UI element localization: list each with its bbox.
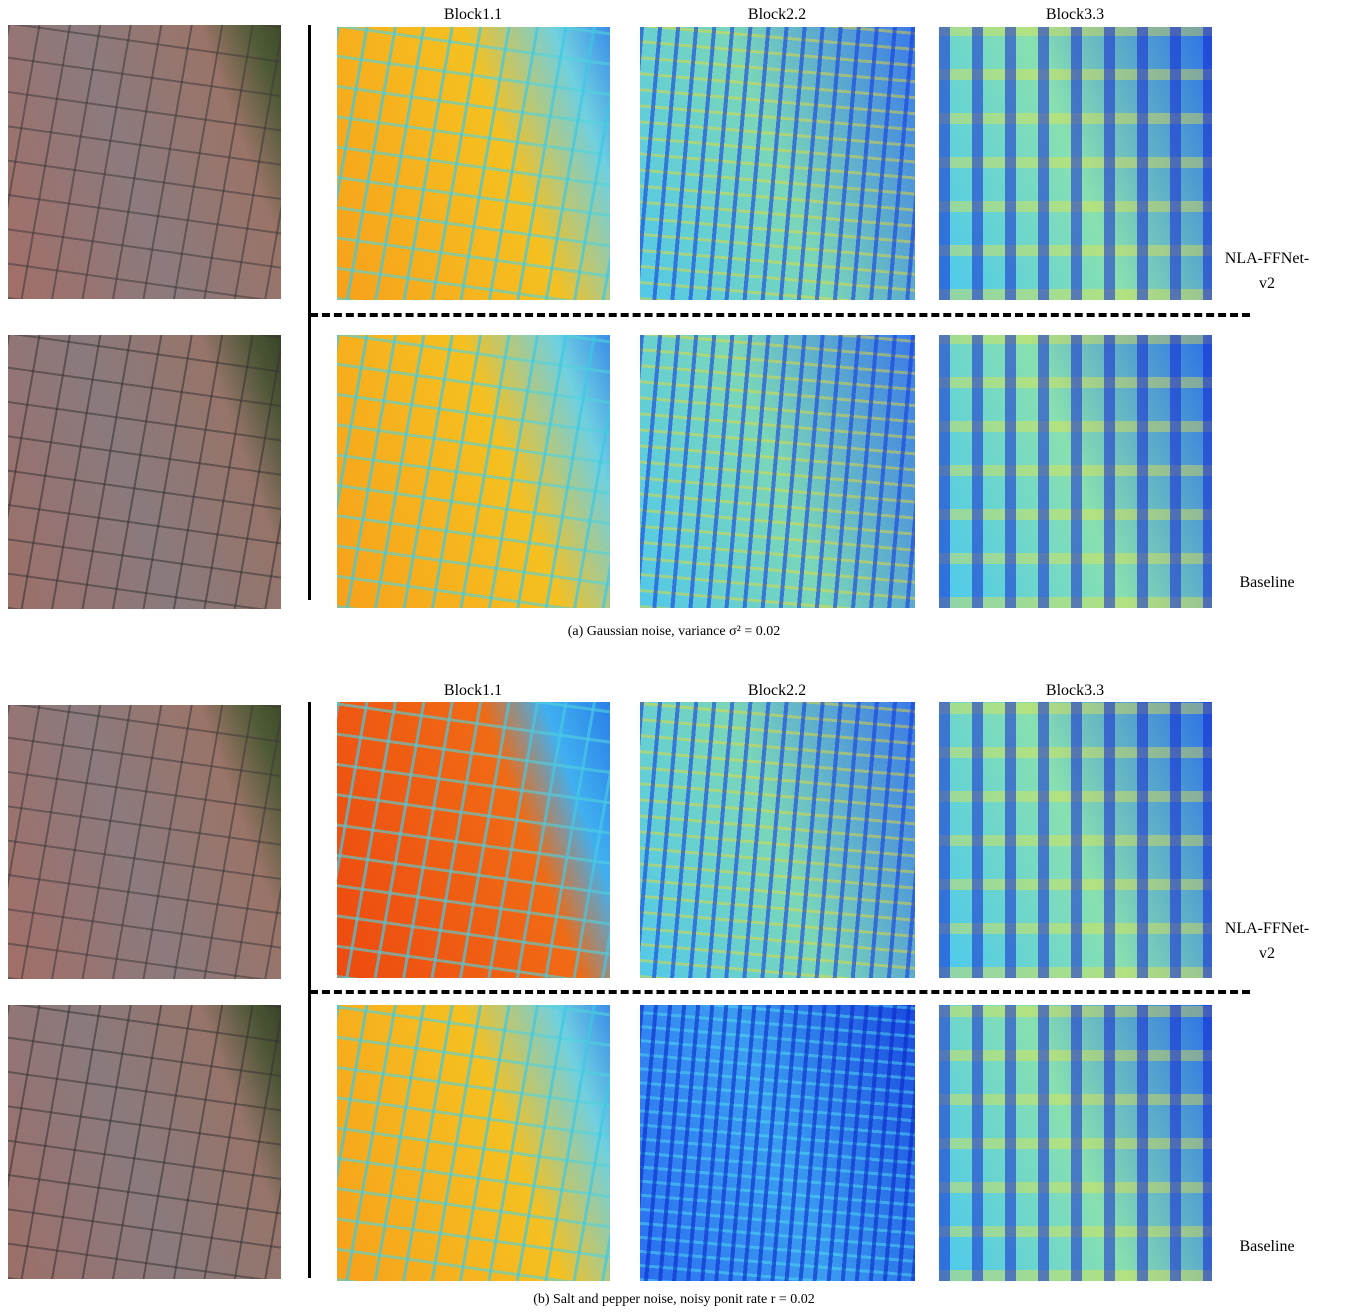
column-heading: Block1.1 — [444, 6, 502, 24]
heatmap — [939, 335, 1212, 608]
input-image — [8, 1005, 281, 1279]
column-heading: Block3.3 — [1046, 6, 1104, 24]
row-label: Baseline — [1222, 570, 1312, 595]
heatmap — [337, 702, 610, 978]
heatmap — [640, 335, 915, 608]
row-label-line: NLA-FFNet- — [1222, 246, 1312, 271]
row-label: Baseline — [1222, 1234, 1312, 1259]
row-label-line: Baseline — [1222, 570, 1312, 595]
figure: (() => { const data = JSON.parse(documen… — [0, 0, 1348, 1316]
input-image — [8, 25, 281, 299]
caption: (b) Salt and pepper noise, noisy ponit r… — [533, 1292, 815, 1308]
row-label: NLA-FFNet-v2 — [1222, 246, 1312, 296]
input-image — [8, 705, 281, 979]
row-label-line: Baseline — [1222, 1234, 1312, 1259]
column-heading: Block2.2 — [748, 682, 806, 700]
column-heading: Block1.1 — [444, 682, 502, 700]
heatmap — [337, 1005, 610, 1281]
heatmap — [939, 702, 1212, 978]
row-label-line: v2 — [1222, 271, 1312, 296]
heatmap — [939, 1005, 1212, 1281]
heatmap — [640, 1005, 915, 1281]
row-label-line: v2 — [1222, 941, 1312, 966]
column-heading: Block3.3 — [1046, 682, 1104, 700]
column-heading: Block2.2 — [748, 6, 806, 24]
caption: (a) Gaussian noise, variance σ² = 0.02 — [568, 624, 780, 640]
heatmap — [939, 27, 1212, 300]
row-divider — [310, 990, 1250, 994]
heatmap — [337, 27, 610, 300]
heatmap — [640, 702, 915, 978]
row-divider — [310, 313, 1250, 317]
row-label-line: NLA-FFNet- — [1222, 916, 1312, 941]
heatmap — [640, 27, 915, 300]
row-label: NLA-FFNet-v2 — [1222, 916, 1312, 966]
input-image — [8, 335, 281, 609]
heatmap — [337, 335, 610, 608]
